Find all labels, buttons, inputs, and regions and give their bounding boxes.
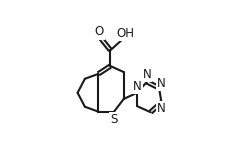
Text: O: O xyxy=(94,26,104,39)
Text: N: N xyxy=(157,76,166,90)
Text: N: N xyxy=(143,68,151,81)
Text: N: N xyxy=(133,80,142,93)
Text: S: S xyxy=(110,113,118,126)
Text: OH: OH xyxy=(116,27,134,40)
Text: N: N xyxy=(157,102,166,115)
